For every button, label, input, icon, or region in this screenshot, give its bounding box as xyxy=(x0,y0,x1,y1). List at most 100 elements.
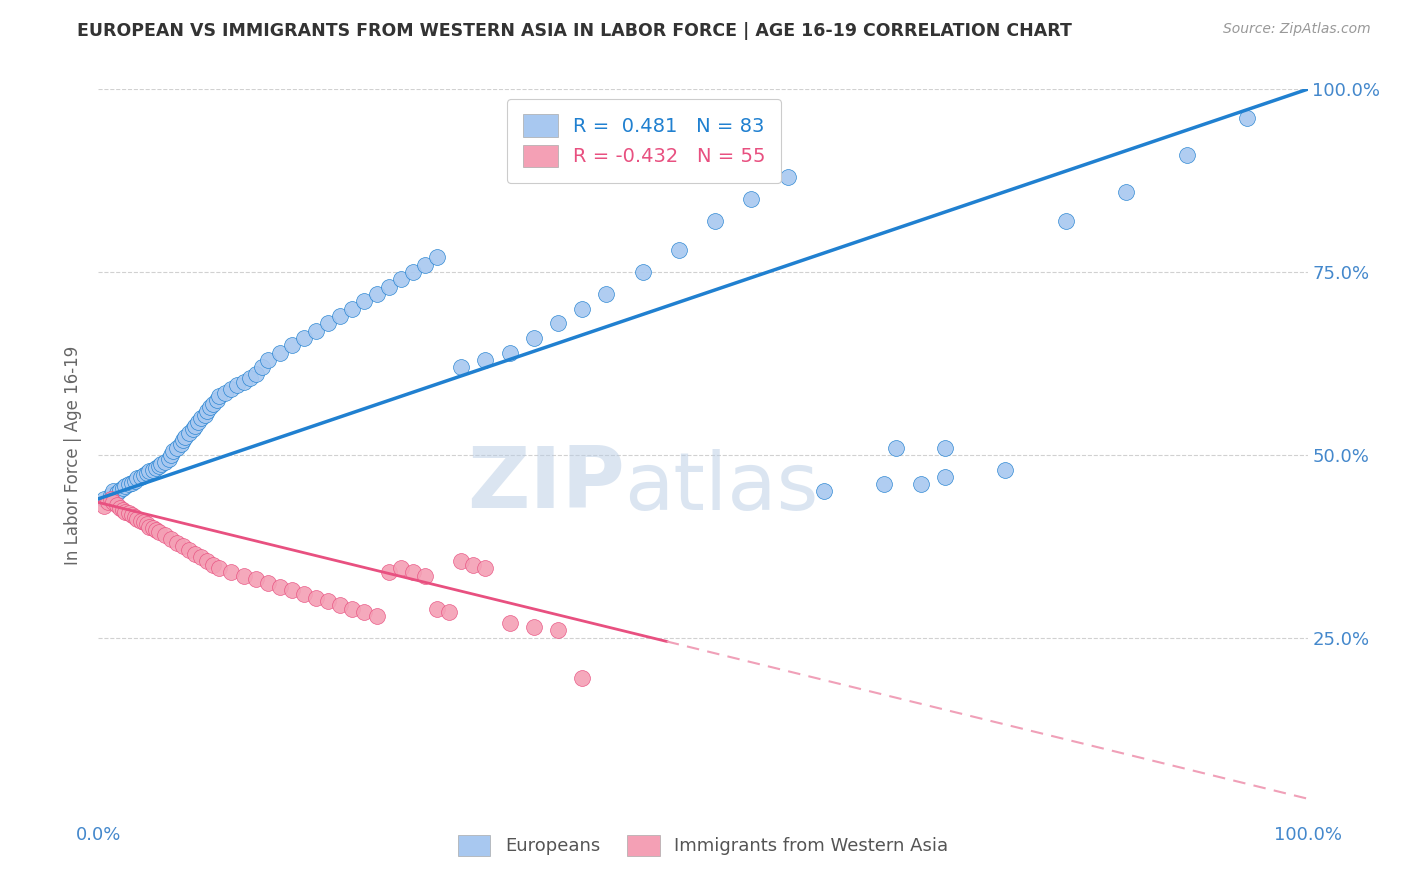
Point xyxy=(474,352,496,367)
Point xyxy=(138,464,160,478)
Point xyxy=(194,408,217,422)
Point xyxy=(134,468,156,483)
Point xyxy=(571,671,593,685)
Point xyxy=(148,458,170,473)
Point xyxy=(366,608,388,623)
Point xyxy=(100,491,122,506)
Point xyxy=(329,598,352,612)
Point xyxy=(1236,112,1258,126)
Point xyxy=(205,393,228,408)
Point xyxy=(450,554,472,568)
Point xyxy=(463,558,485,572)
Point xyxy=(776,169,799,184)
Point xyxy=(377,565,399,579)
Point xyxy=(934,470,956,484)
Point xyxy=(114,505,136,519)
Point xyxy=(121,475,143,490)
Point xyxy=(256,576,278,591)
Point xyxy=(595,287,617,301)
Point xyxy=(166,441,188,455)
Point xyxy=(631,265,654,279)
Point xyxy=(187,415,209,429)
Point xyxy=(118,477,141,491)
Point xyxy=(239,371,262,385)
Point xyxy=(450,360,472,375)
Point xyxy=(426,601,449,615)
Point xyxy=(1054,214,1077,228)
Point xyxy=(108,483,131,497)
Point xyxy=(413,568,436,582)
Point xyxy=(245,572,267,586)
Point xyxy=(145,523,167,537)
Point xyxy=(134,515,156,529)
Point xyxy=(160,532,183,546)
Point xyxy=(127,471,149,485)
Point xyxy=(873,477,896,491)
Point xyxy=(523,331,546,345)
Point xyxy=(1115,185,1137,199)
Point xyxy=(668,243,690,257)
Point xyxy=(377,279,399,293)
Point xyxy=(181,422,204,436)
Point xyxy=(179,543,201,558)
Point xyxy=(221,565,243,579)
Point xyxy=(148,524,170,539)
Point xyxy=(226,378,249,392)
Point xyxy=(316,316,339,330)
Point xyxy=(1175,148,1198,162)
Point xyxy=(124,510,146,524)
Point xyxy=(142,521,165,535)
Point xyxy=(145,461,167,475)
Point xyxy=(118,507,141,521)
Point xyxy=(402,265,425,279)
Point xyxy=(127,512,149,526)
Point xyxy=(190,411,212,425)
Point xyxy=(135,517,157,532)
Point xyxy=(108,500,131,515)
Text: ZIP: ZIP xyxy=(467,442,624,525)
Point xyxy=(342,301,364,316)
Point xyxy=(195,554,218,568)
Point xyxy=(994,462,1017,476)
Point xyxy=(232,375,254,389)
Point xyxy=(281,338,304,352)
Point xyxy=(129,470,152,484)
Point xyxy=(269,345,291,359)
Point xyxy=(190,550,212,565)
Point xyxy=(910,477,932,491)
Point xyxy=(221,382,243,396)
Point xyxy=(160,448,183,462)
Point xyxy=(426,251,449,265)
Point xyxy=(97,495,120,509)
Point xyxy=(547,316,569,330)
Point xyxy=(198,401,221,415)
Point xyxy=(202,397,225,411)
Text: Source: ZipAtlas.com: Source: ZipAtlas.com xyxy=(1223,22,1371,37)
Point xyxy=(105,498,128,512)
Point xyxy=(232,568,254,582)
Point xyxy=(366,287,388,301)
Point xyxy=(105,486,128,500)
Point xyxy=(281,583,304,598)
Point xyxy=(437,605,460,619)
Point xyxy=(208,389,231,403)
Point xyxy=(269,580,291,594)
Point xyxy=(93,499,115,513)
Point xyxy=(93,491,115,506)
Point xyxy=(316,594,339,608)
Point xyxy=(179,425,201,440)
Point xyxy=(305,591,328,605)
Point xyxy=(342,601,364,615)
Point xyxy=(166,535,188,549)
Point xyxy=(174,430,197,444)
Point xyxy=(157,451,180,466)
Text: EUROPEAN VS IMMIGRANTS FROM WESTERN ASIA IN LABOR FORCE | AGE 16-19 CORRELATION : EUROPEAN VS IMMIGRANTS FROM WESTERN ASIA… xyxy=(77,22,1073,40)
Point xyxy=(138,519,160,533)
Point xyxy=(172,539,194,553)
Y-axis label: In Labor Force | Age 16-19: In Labor Force | Age 16-19 xyxy=(65,345,83,565)
Point xyxy=(169,437,191,451)
Point xyxy=(934,441,956,455)
Point xyxy=(100,488,122,502)
Point xyxy=(114,478,136,492)
Point xyxy=(474,561,496,575)
